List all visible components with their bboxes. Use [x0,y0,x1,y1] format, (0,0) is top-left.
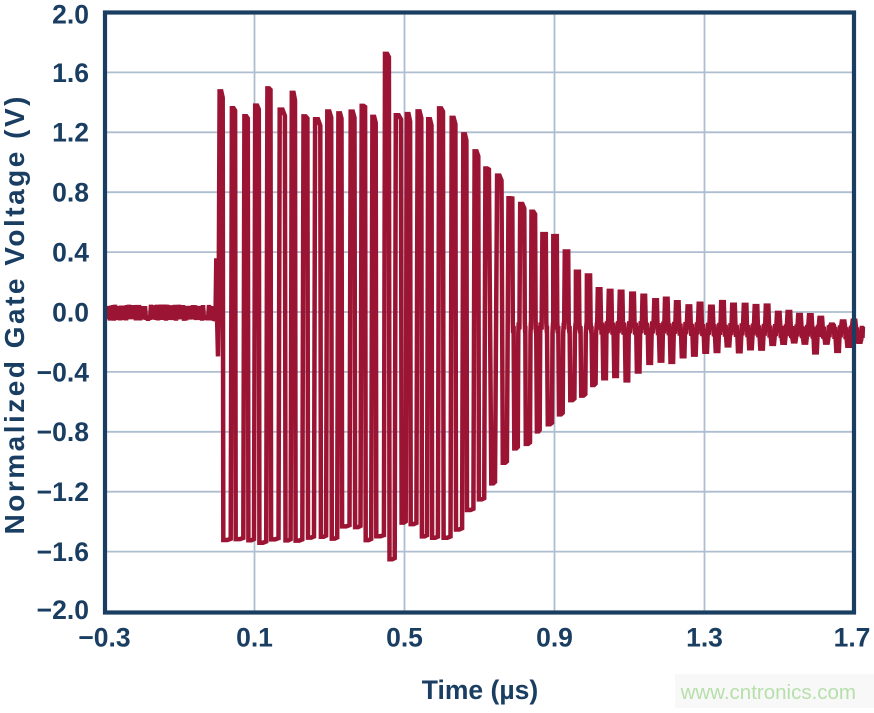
svg-text:−2.0: −2.0 [37,595,89,625]
svg-text:1.7: 1.7 [834,623,871,653]
svg-text:0.1: 0.1 [236,623,273,653]
svg-text:Time (µs): Time (µs) [422,675,538,705]
svg-text:−0.8: −0.8 [37,417,89,447]
svg-text:1.6: 1.6 [52,58,89,88]
svg-text:−1.6: −1.6 [37,537,89,567]
svg-text:1.2: 1.2 [52,118,89,148]
svg-text:0.0: 0.0 [52,297,89,327]
svg-text:1.3: 1.3 [686,623,723,653]
svg-text:−1.2: −1.2 [37,477,89,507]
svg-text:−0.4: −0.4 [37,357,90,387]
svg-text:Normalized Gate Voltage (V): Normalized Gate Voltage (V) [0,97,30,535]
svg-text:www.cntronics.com: www.cntronics.com [680,681,856,704]
svg-text:0.8: 0.8 [52,178,89,208]
svg-text:0.5: 0.5 [386,623,423,653]
svg-text:0.4: 0.4 [52,238,89,268]
svg-text:2.0: 2.0 [52,0,89,29]
svg-text:0.9: 0.9 [536,623,573,653]
svg-text:−0.3: −0.3 [78,623,130,653]
